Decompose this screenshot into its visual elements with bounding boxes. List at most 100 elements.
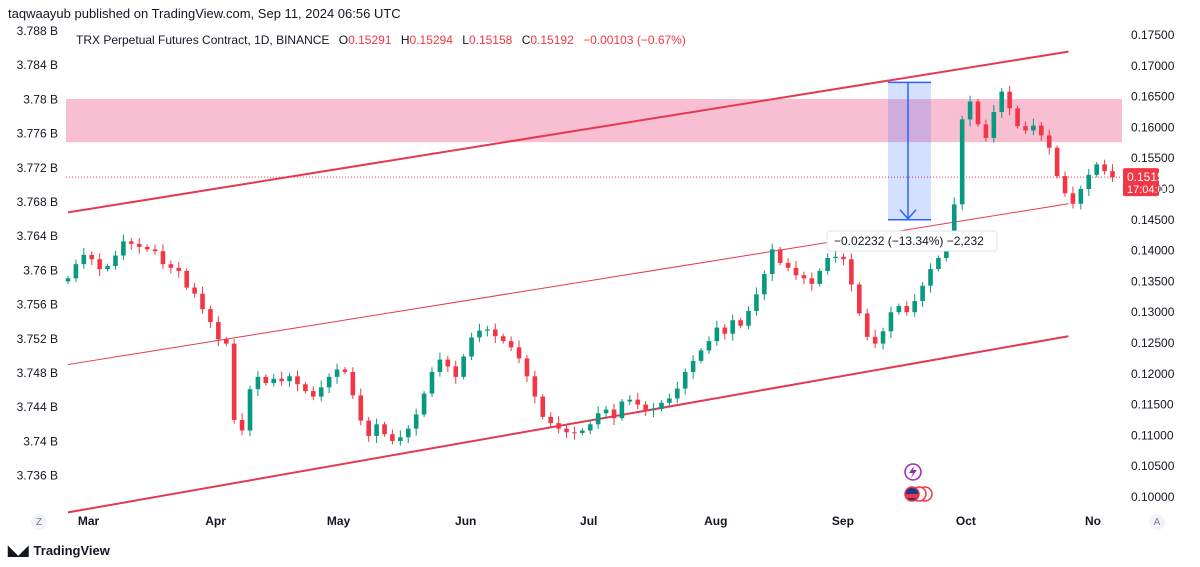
candle-body (1062, 176, 1068, 194)
candle-body (746, 310, 751, 326)
candle-body (714, 327, 720, 342)
candle-body (342, 369, 348, 372)
candle-body (263, 376, 269, 384)
left-tick-label: 3.776 B (17, 127, 58, 141)
change-value: −0.00103 (−0.67%) (583, 33, 686, 47)
candle-body (508, 341, 514, 348)
x-tick-label: Oct (956, 514, 976, 528)
tradingview-brand[interactable]: ◣◢ TradingView (8, 542, 110, 559)
left-tick-label: 3.772 B (17, 161, 58, 175)
left-tick-label: 3.736 B (17, 469, 58, 483)
candle-body (706, 341, 712, 351)
candle-body (540, 396, 546, 417)
candle-body (129, 241, 134, 244)
candle-body (1015, 108, 1020, 127)
right-tick-label: 0.10000 (1131, 490, 1175, 504)
candle-body (1102, 164, 1107, 172)
x-tick-label: Mar (78, 514, 100, 528)
measure-arrowhead (899, 209, 917, 220)
candle-body (872, 336, 878, 344)
candle-body (271, 378, 277, 384)
candle-body (651, 408, 656, 411)
scale-left-toggle[interactable]: Z (31, 514, 47, 530)
symbol-title: TRX Perpetual Futures Contract, 1D, BINA… (76, 33, 330, 47)
candle-body (184, 270, 189, 288)
price-chart[interactable]: −0.02232 (−13.34%) −2,232 3.788 B 3.784 B… (0, 0, 1200, 540)
left-axis: 3.788 B 3.784 B 3.78 B 3.776 B 3.772 B 3.768 … (17, 24, 58, 483)
events-layer (904, 463, 933, 502)
auto-scale-toggle[interactable]: A (1149, 514, 1165, 530)
right-tick-label: 0.10500 (1131, 459, 1175, 473)
candle-body (247, 389, 253, 431)
measure-layer: −0.02232 (−13.34%) −2,232 (826, 81, 998, 252)
right-tick-label: 0.17500 (1131, 28, 1175, 42)
candle-body (888, 312, 894, 332)
candle-body (152, 249, 158, 252)
candle-body (73, 264, 79, 279)
resistance-zone-layer (66, 99, 1122, 178)
candle-body (279, 378, 284, 382)
candle-body (500, 336, 506, 342)
candle-body (223, 339, 229, 344)
candle-body (580, 430, 585, 433)
low-value: 0.15158 (468, 33, 513, 47)
x-tick-label: No (1085, 514, 1101, 528)
candle-body (785, 262, 791, 268)
candle-body (390, 434, 395, 441)
price-tag-countdown: 17:04:00 (1127, 184, 1170, 196)
candle-body (690, 360, 696, 372)
tradingview-logo-icon: ◣◢ (8, 542, 29, 558)
candle-body (445, 359, 451, 367)
price-tag-box (1123, 168, 1159, 197)
right-axis: 0.175000.170000.165000.160000.155000.150… (1131, 28, 1175, 504)
candle-body (675, 388, 680, 399)
left-tick-label: 3.78 B (23, 92, 58, 106)
candle-body (113, 255, 118, 266)
candle-body (659, 402, 664, 409)
right-tick-label: 0.16000 (1131, 120, 1175, 134)
candle-body (200, 293, 205, 310)
candle-body (516, 347, 522, 359)
candle-body (1054, 147, 1060, 177)
candle-body (959, 119, 965, 205)
candle-body (413, 414, 419, 429)
publisher-line: taqwaayub published on TradingView.com, … (8, 6, 401, 21)
candle-body (97, 259, 102, 270)
candle-body (318, 387, 324, 397)
candle-body (334, 369, 340, 377)
candle-body (801, 275, 807, 279)
candle-body (121, 241, 126, 256)
candle-body (437, 359, 443, 372)
candle-body (1086, 174, 1092, 189)
candle-body (1023, 126, 1028, 131)
candle-body (975, 101, 981, 125)
candle-body (485, 329, 490, 331)
candle-body (738, 320, 743, 326)
candle-body (1094, 164, 1099, 175)
left-tick-label: 3.756 B (17, 298, 58, 312)
right-tick-label: 0.14000 (1131, 244, 1175, 258)
candle-body (619, 401, 625, 419)
low-label: L (462, 33, 469, 47)
candle-body (730, 320, 735, 334)
candle-body (564, 428, 569, 433)
close-label: C (521, 33, 531, 47)
x-tick-label: Jun (455, 514, 476, 528)
candle-body (358, 395, 364, 421)
candle-body (469, 337, 474, 357)
left-tick-label: 3.76 B (23, 263, 58, 277)
candle-body (176, 267, 182, 271)
candle-body (825, 257, 830, 271)
candle-body (398, 437, 403, 441)
candle-body (1007, 91, 1012, 109)
right-tick-label: 0.13500 (1131, 274, 1175, 288)
candle-body (1110, 171, 1115, 178)
measure-label-text: −0.02232 (−13.34%) −2,232 (834, 234, 984, 248)
candle-body (208, 309, 213, 323)
candle-body (405, 428, 411, 438)
left-tick-label: 3.752 B (17, 332, 58, 346)
open-value: 0.15291 (348, 33, 392, 47)
candle-body (999, 91, 1005, 112)
candle-body (1070, 193, 1076, 204)
